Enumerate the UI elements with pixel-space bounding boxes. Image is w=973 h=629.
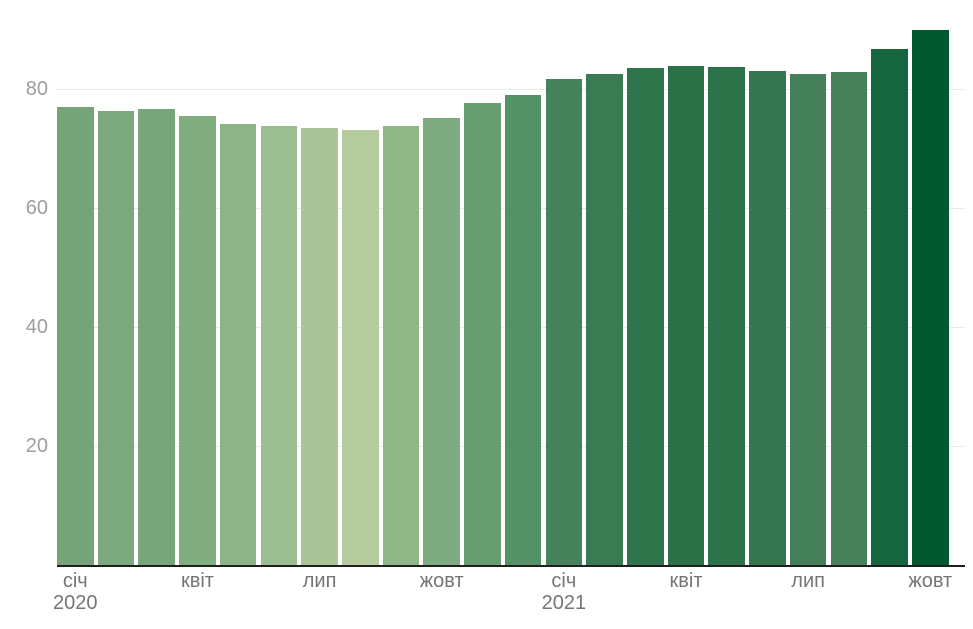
bar-2[interactable] — [97, 111, 135, 565]
y-tick-label: 20 — [25, 435, 48, 458]
y-tick-label: 80 — [25, 78, 48, 101]
bar-9[interactable] — [382, 126, 420, 565]
bar-1[interactable] — [57, 107, 94, 565]
x-tick-year-label: 2021 — [541, 592, 587, 614]
bar-19[interactable] — [789, 73, 827, 565]
bar-12[interactable] — [504, 95, 542, 565]
x-tick-label: лип — [302, 570, 337, 592]
bar-11[interactable] — [464, 103, 501, 565]
x-tick-label: квіт — [180, 570, 214, 592]
bar-8[interactable] — [341, 129, 379, 565]
bar-5[interactable] — [219, 123, 257, 565]
bar-3[interactable] — [138, 109, 176, 565]
bar-13[interactable] — [545, 79, 583, 565]
x-tick-label: січ — [62, 570, 88, 592]
bar-4[interactable] — [179, 115, 216, 565]
bar-16[interactable] — [667, 66, 705, 565]
x-tick-label: жовт — [419, 570, 464, 592]
x-tick-label: січ — [551, 570, 577, 592]
bar-6[interactable] — [260, 126, 298, 565]
bar-14[interactable] — [586, 74, 623, 565]
bar-17[interactable] — [708, 67, 746, 565]
bar-21[interactable] — [871, 49, 908, 565]
bar-7[interactable] — [301, 128, 338, 565]
y-tick-label: 60 — [25, 197, 48, 220]
y-tick-label: 40 — [25, 316, 48, 339]
plot-area — [57, 0, 965, 567]
y-axis: 20 40 60 80 — [0, 0, 48, 565]
x-axis-line — [57, 565, 965, 567]
bar-15[interactable] — [626, 67, 664, 565]
x-tick-label: лип — [791, 570, 825, 592]
bar-22[interactable] — [911, 29, 949, 565]
bar-20[interactable] — [830, 71, 868, 565]
bar-18[interactable] — [749, 71, 786, 565]
x-tick-year-label: 2020 — [53, 592, 98, 614]
x-tick-label: жовт — [908, 570, 953, 592]
x-tick-label: квіт — [669, 570, 703, 592]
bar-10[interactable] — [423, 117, 461, 565]
gridline — [57, 89, 965, 91]
